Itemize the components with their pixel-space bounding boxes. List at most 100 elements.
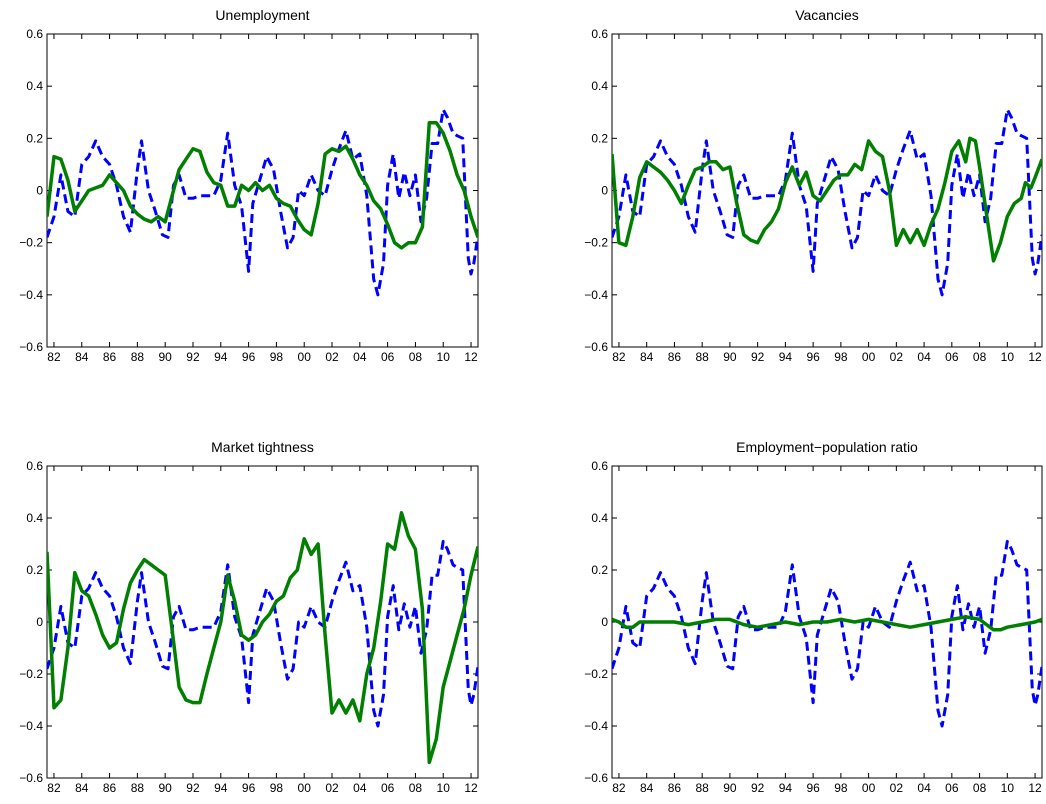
y-tick-label: 0.4 bbox=[591, 79, 608, 93]
x-tick-label: 00 bbox=[298, 781, 312, 795]
chart-title: Vacancies bbox=[795, 7, 859, 23]
x-tick-label: 02 bbox=[890, 350, 904, 364]
x-tick-label: 04 bbox=[917, 781, 931, 795]
y-tick-label: 0.2 bbox=[591, 131, 608, 145]
x-tick-label: 88 bbox=[695, 781, 709, 795]
y-tick-label: −0.4 bbox=[19, 719, 43, 733]
x-tick-label: 88 bbox=[131, 350, 145, 364]
x-tick-label: 94 bbox=[779, 350, 793, 364]
x-tick-label: 10 bbox=[437, 350, 451, 364]
chart-panel-2: Vacancies −0.6 −0.4 −0.2 0 0.2 0.4 0.6 82 84 86 88 9… bbox=[584, 7, 1043, 364]
y-tick-label: −0.6 bbox=[584, 340, 608, 354]
x-tick-label: 02 bbox=[325, 350, 339, 364]
y-tick-label: 0.2 bbox=[26, 563, 43, 577]
y-tick-label: −0.2 bbox=[19, 667, 43, 681]
y-tick-label: 0.4 bbox=[591, 511, 608, 525]
y-tick-label: 0 bbox=[601, 184, 608, 198]
x-tick-label: 90 bbox=[723, 781, 737, 795]
x-tick-label: 02 bbox=[890, 781, 904, 795]
x-tick-label: 04 bbox=[353, 781, 367, 795]
series-line-solid bbox=[47, 511, 478, 765]
x-tick-label: 90 bbox=[723, 350, 737, 364]
y-tick-label: 0 bbox=[36, 615, 43, 629]
x-tick-label: 86 bbox=[103, 781, 117, 795]
x-tick-label: 82 bbox=[47, 350, 61, 364]
x-tick-label: 86 bbox=[668, 350, 682, 364]
series-line-dashed bbox=[47, 108, 478, 297]
x-tick-label: 86 bbox=[103, 350, 117, 364]
y-tick-label: 0.6 bbox=[591, 27, 608, 41]
chart-panel-3: Market tightness −0.6 −0.4 −0.2 0 0.2 0.4 0.6 82… bbox=[19, 439, 479, 795]
series-line-dashed bbox=[612, 539, 1042, 728]
x-tick-label: 94 bbox=[214, 350, 228, 364]
y-tick-label: −0.6 bbox=[19, 771, 43, 785]
x-tick-label: 92 bbox=[751, 781, 765, 795]
y-tick-label: 0.2 bbox=[591, 563, 608, 577]
x-tick-label: 04 bbox=[353, 350, 367, 364]
series-line-dashed bbox=[47, 539, 478, 728]
x-tick-label: 82 bbox=[612, 781, 626, 795]
x-tick-label: 96 bbox=[806, 350, 820, 364]
y-tick-label: −0.6 bbox=[584, 771, 608, 785]
chart-title: Employment−population ratio bbox=[736, 439, 918, 455]
x-tick-label: 90 bbox=[158, 350, 172, 364]
y-tick-label: −0.4 bbox=[584, 719, 608, 733]
series-line-solid bbox=[612, 136, 1042, 263]
x-tick-label: 90 bbox=[158, 781, 172, 795]
x-tick-label: 10 bbox=[1001, 781, 1015, 795]
x-tick-label: 82 bbox=[612, 350, 626, 364]
y-tick-label: −0.6 bbox=[19, 340, 43, 354]
x-tick-label: 98 bbox=[834, 350, 848, 364]
x-tick-label: 08 bbox=[409, 781, 423, 795]
x-tick-label: 10 bbox=[437, 781, 451, 795]
y-tick-label: 0.2 bbox=[26, 131, 43, 145]
x-tick-label: 08 bbox=[973, 781, 987, 795]
x-tick-label: 12 bbox=[464, 781, 478, 795]
x-tick-label: 06 bbox=[381, 350, 395, 364]
x-tick-label: 00 bbox=[862, 781, 876, 795]
x-tick-label: 84 bbox=[640, 781, 654, 795]
x-tick-label: 92 bbox=[186, 350, 200, 364]
x-tick-label: 00 bbox=[862, 350, 876, 364]
x-tick-label: 96 bbox=[242, 350, 256, 364]
x-tick-label: 86 bbox=[668, 781, 682, 795]
y-tick-label: −0.4 bbox=[584, 288, 608, 302]
x-tick-label: 12 bbox=[464, 350, 478, 364]
x-tick-label: 98 bbox=[270, 350, 284, 364]
chart-panel-4: Employment−population ratio −0.6 −0.4 −0.2 0… bbox=[584, 439, 1043, 795]
x-tick-label: 98 bbox=[834, 781, 848, 795]
series-line-solid bbox=[47, 120, 478, 250]
y-tick-label: −0.2 bbox=[19, 236, 43, 250]
chart-panel-1: Unemployment −0.6 −0.4 −0.2 0 0.2 0.4 0.6 82 84 86… bbox=[19, 7, 479, 364]
x-tick-label: 04 bbox=[917, 350, 931, 364]
y-tick-label: 0 bbox=[601, 615, 608, 629]
x-tick-label: 92 bbox=[186, 781, 200, 795]
x-tick-label: 12 bbox=[1028, 781, 1042, 795]
x-tick-label: 10 bbox=[1001, 350, 1015, 364]
y-tick-label: 0.6 bbox=[26, 459, 43, 473]
y-tick-label: 0.6 bbox=[591, 459, 608, 473]
x-tick-label: 84 bbox=[640, 350, 654, 364]
x-tick-label: 06 bbox=[945, 781, 959, 795]
x-tick-label: 08 bbox=[409, 350, 423, 364]
x-tick-label: 88 bbox=[695, 350, 709, 364]
x-tick-label: 84 bbox=[75, 781, 89, 795]
y-tick-label: 0.6 bbox=[26, 27, 43, 41]
x-tick-label: 02 bbox=[325, 781, 339, 795]
x-tick-label: 94 bbox=[779, 781, 793, 795]
x-tick-label: 08 bbox=[973, 350, 987, 364]
x-tick-label: 88 bbox=[131, 781, 145, 795]
y-tick-label: 0.4 bbox=[26, 79, 43, 93]
x-tick-label: 06 bbox=[945, 350, 959, 364]
x-tick-label: 96 bbox=[806, 781, 820, 795]
series-line-solid bbox=[612, 615, 1042, 632]
x-tick-label: 96 bbox=[242, 781, 256, 795]
x-tick-label: 82 bbox=[47, 781, 61, 795]
y-tick-label: −0.2 bbox=[584, 236, 608, 250]
x-tick-label: 84 bbox=[75, 350, 89, 364]
x-tick-label: 98 bbox=[270, 781, 284, 795]
series-line-dashed bbox=[612, 108, 1042, 297]
y-tick-label: 0.4 bbox=[26, 511, 43, 525]
y-tick-label: 0 bbox=[36, 184, 43, 198]
